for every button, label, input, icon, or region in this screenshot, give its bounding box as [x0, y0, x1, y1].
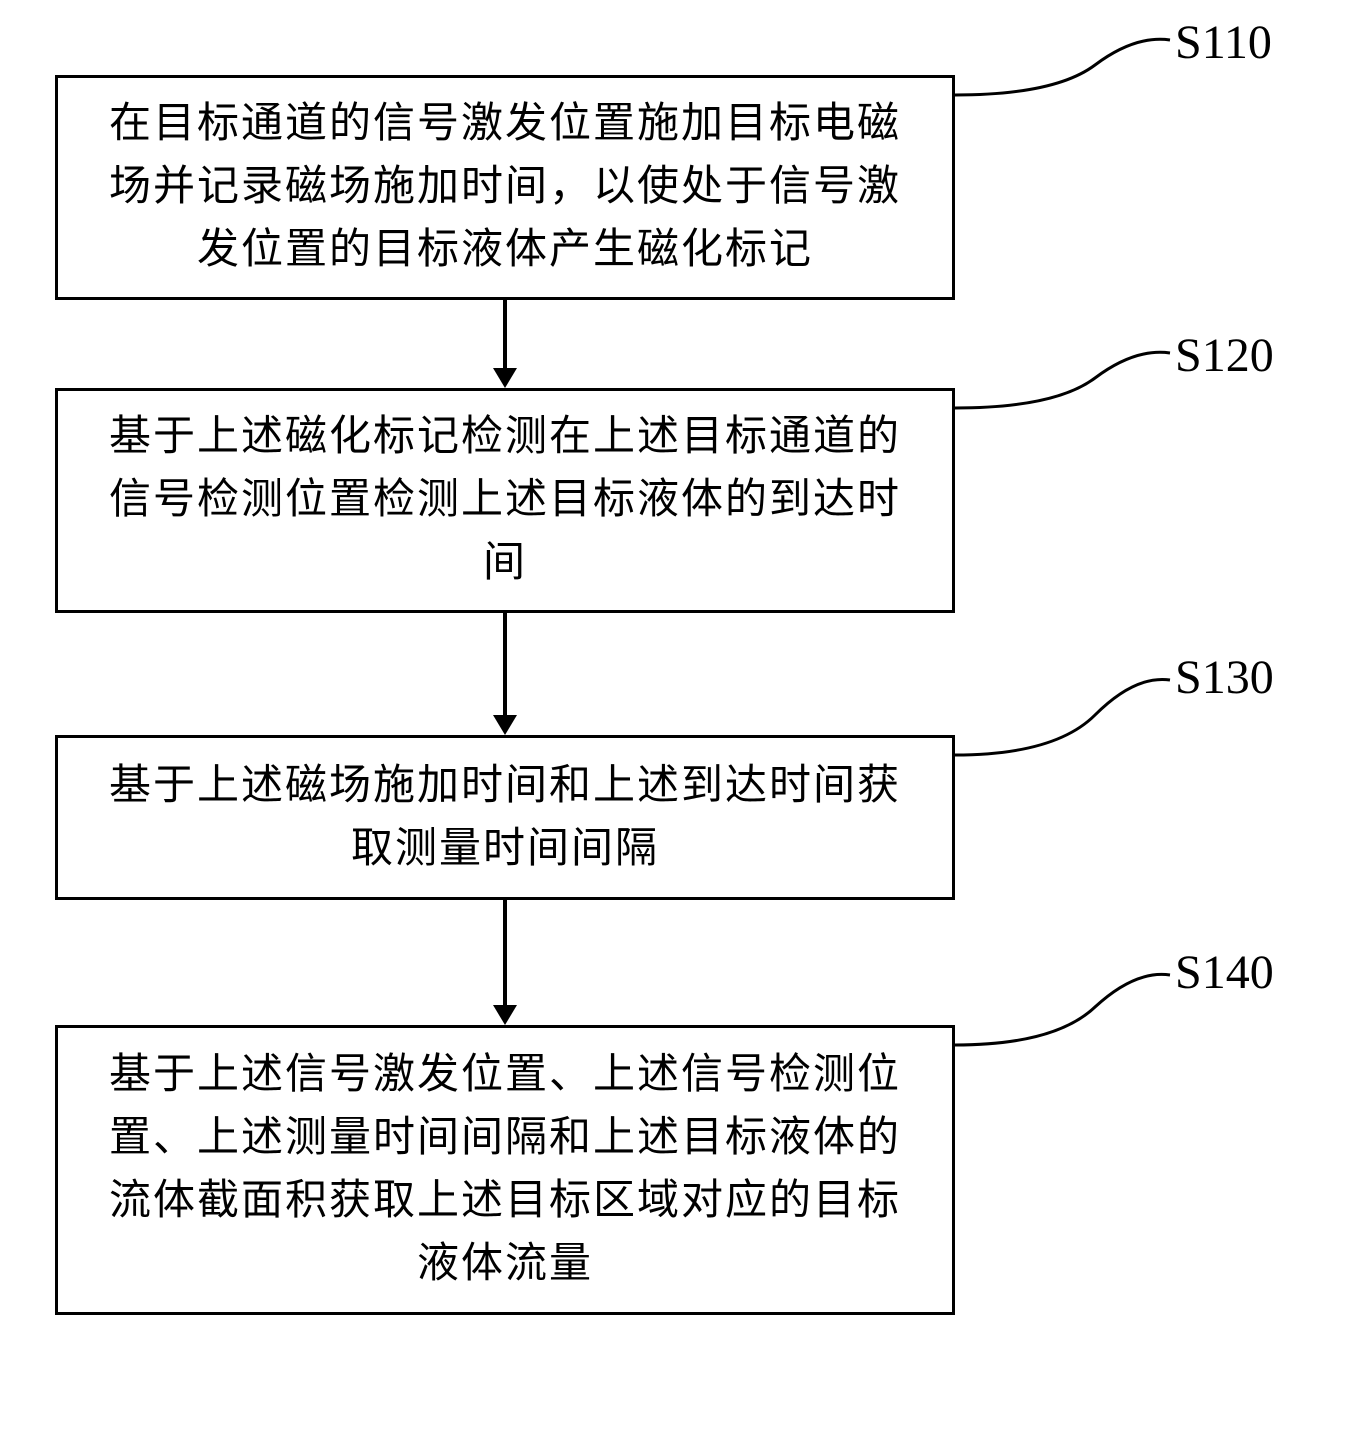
- step-text-s120: 基于上述磁化标记检测在上述目标通道的信号检测位置检测上述目标液体的到达时间: [88, 406, 922, 595]
- arrow-head-1: [493, 368, 517, 388]
- arrow-head-2: [493, 715, 517, 735]
- label-curve-s130: [955, 650, 1175, 765]
- label-curve-s120: [955, 328, 1175, 418]
- step-label-s140: S140: [1175, 945, 1274, 1000]
- step-text-s140: 基于上述信号激发位置、上述信号检测位置、上述测量时间间隔和上述目标液体的流体截面…: [88, 1044, 922, 1296]
- connector-line-3: [503, 900, 507, 1005]
- step-box-s130: 基于上述磁场施加时间和上述到达时间获取测量时间间隔: [55, 735, 955, 900]
- step-label-s130: S130: [1175, 650, 1274, 705]
- step-box-s120: 基于上述磁化标记检测在上述目标通道的信号检测位置检测上述目标液体的到达时间: [55, 388, 955, 613]
- step-text-s110: 在目标通道的信号激发位置施加目标电磁场并记录磁场施加时间，以使处于信号激发位置的…: [88, 93, 922, 282]
- step-label-s120: S120: [1175, 328, 1274, 383]
- label-curve-s110: [955, 15, 1175, 105]
- step-text-s130: 基于上述磁场施加时间和上述到达时间获取测量时间间隔: [88, 755, 922, 881]
- step-box-s110: 在目标通道的信号激发位置施加目标电磁场并记录磁场施加时间，以使处于信号激发位置的…: [55, 75, 955, 300]
- connector-line-1: [503, 300, 507, 368]
- arrow-head-3: [493, 1005, 517, 1025]
- label-curve-s140: [955, 945, 1175, 1055]
- connector-line-2: [503, 613, 507, 715]
- flowchart-container: 在目标通道的信号激发位置施加目标电磁场并记录磁场施加时间，以使处于信号激发位置的…: [0, 0, 1345, 1431]
- step-label-s110: S110: [1175, 15, 1272, 70]
- step-box-s140: 基于上述信号激发位置、上述信号检测位置、上述测量时间间隔和上述目标液体的流体截面…: [55, 1025, 955, 1315]
